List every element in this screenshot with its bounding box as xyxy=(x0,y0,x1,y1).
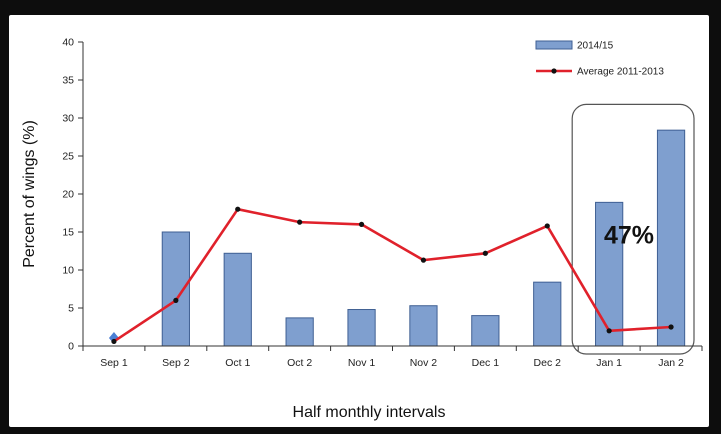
line-point xyxy=(606,328,612,334)
x-tick-label: Oct 2 xyxy=(287,357,312,369)
line-point xyxy=(668,324,674,330)
y-tick-label: 15 xyxy=(62,227,74,239)
x-axis-title: Half monthly intervals xyxy=(293,404,446,421)
y-tick-label: 20 xyxy=(62,189,74,201)
bar xyxy=(656,129,686,347)
chart-frame: 0 5 10 15 20 25 30 35 40 Sep 1 Sep 2 Oct 1 Oct 2 Nov … xyxy=(9,15,709,427)
x-tick-label: Jan 1 xyxy=(596,357,622,369)
bar xyxy=(161,231,190,347)
average-line xyxy=(113,207,672,343)
line-point xyxy=(544,223,550,229)
bar xyxy=(223,252,252,347)
y-tick-label: 30 xyxy=(62,113,74,125)
line-point xyxy=(482,250,488,256)
line-point xyxy=(420,257,427,263)
highlight-box xyxy=(571,103,695,355)
line-point xyxy=(297,219,303,225)
x-tick-label: Nov 2 xyxy=(410,357,438,369)
bar xyxy=(347,309,376,347)
x-tick-label: Jan 2 xyxy=(658,357,684,369)
annotation-text: 47% xyxy=(604,221,654,249)
y-tick-label: 5 xyxy=(68,303,74,315)
y-tick-label: 35 xyxy=(62,75,74,87)
legend-label-line: Average 2011-2013 xyxy=(577,67,664,78)
chart-svg: 0 5 10 15 20 25 30 35 40 Sep 1 Sep 2 Oct 1 Oct 2 Nov … xyxy=(21,37,703,421)
bar xyxy=(409,305,438,347)
line-point xyxy=(235,206,241,212)
x-tick-label: Sep 2 xyxy=(162,357,190,369)
legend-swatch-point xyxy=(551,68,557,74)
y-tick-label: 0 xyxy=(68,341,74,353)
y-axis-title: Percent of wings (%) xyxy=(21,120,38,268)
x-tick-label: Dec 1 xyxy=(472,357,500,369)
bar xyxy=(533,281,562,347)
legend-swatch-bar xyxy=(535,40,573,50)
bar xyxy=(285,317,314,347)
bar xyxy=(471,315,500,347)
y-tick-label: 10 xyxy=(62,265,74,277)
line-point xyxy=(111,338,117,345)
legend-label-bar: 2014/15 xyxy=(577,41,614,52)
x-tick-label: Sep 1 xyxy=(100,357,128,369)
x-tick-label: Dec 2 xyxy=(534,357,562,369)
line-point xyxy=(358,221,365,227)
x-tick-label: Oct 1 xyxy=(225,357,250,369)
line-point xyxy=(173,297,179,303)
x-tick-label: Nov 1 xyxy=(348,357,376,369)
y-tick-label: 40 xyxy=(62,37,74,49)
y-tick-label: 25 xyxy=(62,151,74,163)
